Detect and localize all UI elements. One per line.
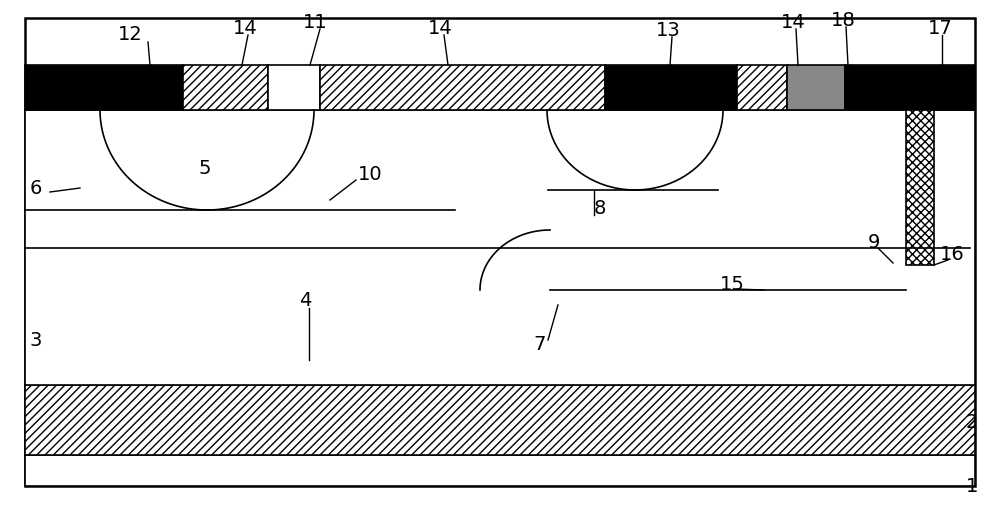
Bar <box>906 110 934 265</box>
Text: 5: 5 <box>199 158 211 177</box>
Bar <box>268 65 320 110</box>
Bar <box>787 65 845 110</box>
Text: 10: 10 <box>358 166 382 184</box>
Text: 15: 15 <box>720 275 744 294</box>
Text: 1: 1 <box>966 477 978 497</box>
Text: 14: 14 <box>428 18 452 37</box>
Text: 17: 17 <box>928 18 952 37</box>
Text: 16: 16 <box>940 245 964 265</box>
Text: 3: 3 <box>30 331 42 350</box>
Text: 12: 12 <box>118 26 142 44</box>
Text: 11: 11 <box>303 12 327 32</box>
Text: 14: 14 <box>233 18 257 37</box>
Text: 2: 2 <box>966 412 978 431</box>
Text: 18: 18 <box>831 11 855 30</box>
Text: 7: 7 <box>534 336 546 355</box>
Text: 4: 4 <box>299 290 311 310</box>
Text: 6: 6 <box>30 178 42 197</box>
Bar <box>25 455 975 486</box>
Text: 8: 8 <box>594 198 606 218</box>
Bar <box>737 65 787 110</box>
Bar <box>183 65 268 110</box>
Bar <box>25 110 975 385</box>
Text: 9: 9 <box>868 233 880 251</box>
Bar <box>320 65 605 110</box>
Bar <box>605 65 737 110</box>
Bar <box>845 65 975 110</box>
Bar <box>25 385 975 455</box>
Bar <box>25 65 183 110</box>
Text: 13: 13 <box>656 20 680 39</box>
Text: 14: 14 <box>781 12 805 32</box>
